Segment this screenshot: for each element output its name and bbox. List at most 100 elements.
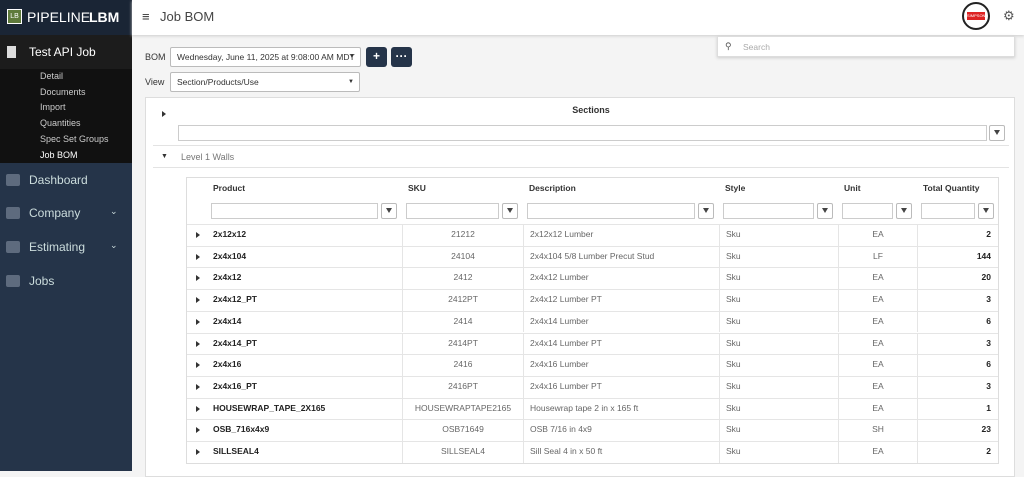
- search-placeholder: Search: [743, 42, 770, 52]
- filter-button[interactable]: [698, 203, 714, 219]
- logo[interactable]: LB PIPELINE LBM: [0, 0, 132, 35]
- page-title: Job BOM: [160, 9, 215, 24]
- table-cell: 2x4x14 Lumber: [523, 310, 719, 333]
- nav-icon: [6, 174, 20, 186]
- row-caret[interactable]: [196, 383, 200, 390]
- filter-button[interactable]: [502, 203, 518, 219]
- view-select[interactable]: Section/Products/Use ▼: [170, 72, 360, 92]
- table-cell: 21212: [402, 224, 523, 246]
- column-filter[interactable]: [406, 203, 499, 219]
- filter-button[interactable]: [978, 203, 994, 219]
- job-link[interactable]: Spec Set Groups: [40, 133, 109, 144]
- table-cell: 2x4x14_PT: [213, 337, 257, 348]
- table-cell: 2412PT: [402, 289, 523, 311]
- column-header[interactable]: Total Quantity: [923, 183, 980, 193]
- bom-table: Product SKU Description Style Unit Total Quan…: [186, 177, 999, 464]
- expand-caret[interactable]: [162, 111, 166, 117]
- column-header[interactable]: SKU: [408, 183, 426, 193]
- topbar: ≡ Job BOM SIMPSON ⚙: [132, 0, 1024, 35]
- job-link[interactable]: Quantities: [40, 118, 81, 129]
- row-caret[interactable]: [196, 405, 200, 412]
- row-divider: [187, 354, 998, 356]
- column-filter[interactable]: [842, 203, 893, 219]
- job-link[interactable]: Import: [40, 102, 66, 113]
- column-filter[interactable]: [921, 203, 975, 219]
- bom-label: BOM: [145, 52, 166, 62]
- table-cell: EA: [838, 441, 917, 463]
- filter-button[interactable]: [381, 203, 397, 219]
- more-button[interactable]: ···: [391, 47, 412, 67]
- nav-item[interactable]: Estimating: [29, 240, 86, 254]
- row-caret[interactable]: [196, 362, 200, 369]
- row-divider: [187, 224, 998, 225]
- avatar-text: SIMPSON: [967, 12, 986, 20]
- filter-button[interactable]: [989, 125, 1005, 141]
- bom-select[interactable]: Wednesday, June 11, 2025 at 9:08:00 AM M…: [170, 47, 361, 67]
- table-cell: 1: [917, 397, 999, 420]
- job-link[interactable]: Detail: [40, 71, 64, 81]
- table-cell: 2x4x16: [213, 359, 242, 370]
- table-cell: 2x4x16 Lumber PT: [523, 375, 719, 398]
- nav-item[interactable]: Dashboard: [29, 173, 88, 187]
- table-cell: 3: [917, 332, 999, 355]
- table-cell: EA: [838, 224, 917, 246]
- avatar[interactable]: SIMPSON: [962, 2, 990, 30]
- sections-filter[interactable]: [178, 125, 987, 141]
- table-cell: HOUSEWRAPTAPE2165: [402, 397, 523, 420]
- menu-icon[interactable]: ≡: [142, 9, 150, 24]
- job-link[interactable]: Job BOM: [40, 149, 78, 160]
- row-divider: [187, 245, 998, 247]
- table-cell: EA: [838, 289, 917, 311]
- table-cell: 2414PT: [402, 332, 523, 355]
- table-cell: Sku: [719, 375, 838, 398]
- row-caret[interactable]: [196, 275, 200, 282]
- nav-icon: [6, 207, 20, 219]
- table-cell: SH: [838, 419, 917, 441]
- column-header[interactable]: Description: [529, 183, 576, 193]
- row-divider: [187, 419, 998, 421]
- table-cell: 2414: [402, 310, 523, 333]
- logo-badge: LB: [7, 9, 22, 24]
- settings-icon[interactable]: ⚙: [1003, 8, 1015, 23]
- row-caret[interactable]: [196, 340, 200, 347]
- nav-icon: [6, 241, 20, 253]
- column-filter[interactable]: [527, 203, 695, 219]
- row-caret[interactable]: [196, 318, 200, 325]
- bom-value: Wednesday, June 11, 2025 at 9:08:00 AM M…: [177, 52, 355, 62]
- job-title[interactable]: Test API Job: [0, 35, 132, 69]
- job-link[interactable]: Documents: [40, 86, 86, 97]
- table-cell: 2x4x14: [213, 315, 242, 326]
- table-cell: Sku: [719, 441, 838, 463]
- filter-button[interactable]: [896, 203, 912, 219]
- table-cell: 2x4x104: [213, 250, 247, 261]
- row-caret[interactable]: [196, 297, 200, 304]
- column-header[interactable]: Product: [213, 183, 246, 193]
- table-cell: OSB71649: [402, 419, 523, 441]
- sections-title: Sections: [572, 105, 610, 115]
- table-cell: 2: [917, 224, 999, 246]
- row-caret[interactable]: [196, 253, 200, 260]
- row-caret[interactable]: [196, 232, 200, 238]
- table-cell: 2x4x12: [213, 272, 242, 283]
- view-label: View: [145, 77, 165, 87]
- nav-item[interactable]: Company: [29, 206, 81, 220]
- table-cell: 2416PT: [402, 375, 523, 398]
- column-header[interactable]: Unit: [844, 183, 861, 193]
- table-cell: OSB 7/16 in 4x9: [523, 419, 719, 441]
- collapse-caret[interactable]: ▼: [161, 153, 168, 160]
- row-caret[interactable]: [196, 427, 200, 434]
- add-button[interactable]: +: [366, 47, 387, 67]
- table-cell: EA: [838, 310, 917, 333]
- nav-item[interactable]: Jobs: [29, 274, 55, 288]
- search-box[interactable]: ⚲ Search: [717, 36, 1015, 57]
- table-cell: 2x4x14 Lumber PT: [523, 332, 719, 355]
- row-caret[interactable]: [196, 449, 200, 455]
- row-divider: [187, 267, 998, 269]
- table-cell: SILLSEAL4: [213, 446, 259, 456]
- column-header[interactable]: Style: [725, 183, 746, 193]
- filter-button[interactable]: [817, 203, 833, 219]
- table-cell: 2x12x12: [213, 229, 247, 239]
- column-filter[interactable]: [723, 203, 814, 219]
- column-filter[interactable]: [211, 203, 378, 219]
